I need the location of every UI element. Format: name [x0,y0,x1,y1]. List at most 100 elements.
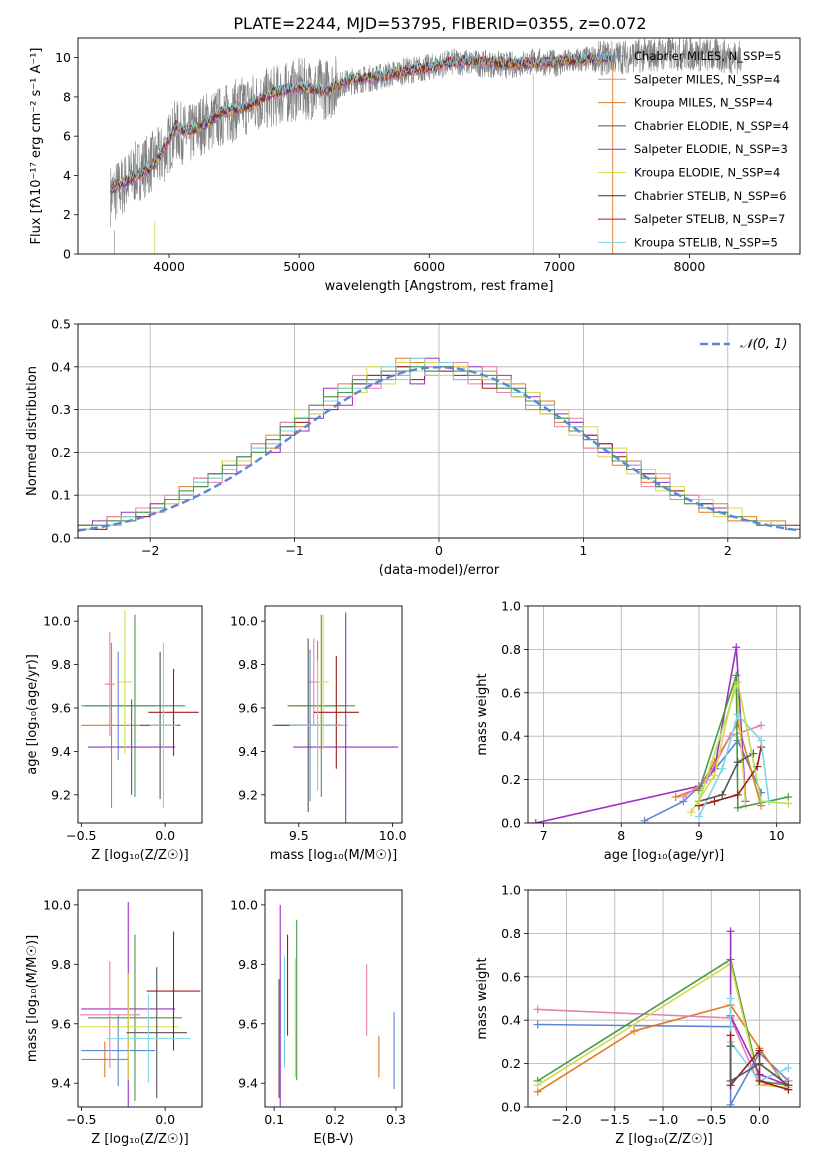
y-tick-label: 0.8 [501,926,521,941]
panel-age-vs-mass: 9.5 10.0 9.2 9.4 9.6 9.8 10.0 mass [log₁₀(M/M☉)… [230,605,407,863]
x-tick-label: 0.0 [155,828,175,843]
y-tick-label: 1.0 [501,599,521,614]
y-tick-label: 0.0 [51,531,71,546]
weight-series-line [729,931,789,1087]
weight-point-marker [757,797,766,806]
y-tick-label: 0.4 [501,729,521,744]
weight-point-marker [733,803,742,812]
weight-point-marker [749,749,758,758]
legend-label: Chabrier STELIB, N_SSP=6 [634,189,786,203]
weight-point-marker [732,671,741,680]
y-tick-label: 0 [63,247,71,262]
weight-point-marker [718,790,727,799]
y-tick-label: 0.8 [501,642,521,657]
axes-frame [527,889,801,1108]
plot-area [533,927,793,1107]
x-tick-label: 7 [540,828,548,843]
figure-title: PLATE=2244, MJD=53795, FIBERID=0355, z=0… [233,14,646,33]
x-tick-label: 0.0 [155,1112,175,1127]
x-axis-label: Z [log₁₀(Z/Z☉)] [91,848,188,863]
panel-weight-vs-Z: −2.0 −1.5 −1.0 −0.5 0.0 0.0 0.2 0.4 0.6 0.8 1.0 Z [… [475,883,801,1147]
weight-point-marker [784,1063,793,1072]
weight-point-marker [533,1081,542,1090]
weight-point-marker [726,1031,735,1040]
y-tick-label: 10 [55,50,71,65]
legend-label: Kroupa STELIB, N_SSP=5 [634,235,778,249]
weight-series-line [729,1046,789,1086]
weight-point-marker [757,736,766,745]
axes-frame [77,605,203,824]
x-axis-label: Z [log₁₀(Z/Z☉)] [615,1132,712,1147]
y-tick-label: 9.6 [238,700,258,715]
x-tick-label: 1 [579,543,587,558]
y-tick-label: 0.2 [51,445,71,460]
y-tick-label: 10.0 [43,897,71,912]
normal-curve [78,366,800,532]
plot-area [531,643,793,823]
y-axis-label: age [log₁₀(age/yr)] [25,654,40,775]
y-tick-label: 9.4 [238,744,258,759]
y-tick-label: 4 [63,168,71,183]
x-tick-label: 8000 [674,259,706,274]
y-tick-label: 9.6 [51,700,71,715]
legend-label: Kroupa MILES, N_SSP=4 [634,96,773,110]
legend-label: Chabrier MILES, N_SSP=5 [634,49,781,63]
x-tick-label: 6000 [413,259,445,274]
x-axis-label: wavelength [Angstrom, rest frame] [325,279,554,294]
panel-mass-vs-Z: −0.5 0.0 9.4 9.6 9.8 10.0 Z [log₁₀(Z/Z☉)] mass … [25,889,203,1147]
plot-area [110,38,742,254]
weight-point-marker [710,797,719,806]
x-tick-label: 5000 [283,259,315,274]
weight-series-line [537,962,789,1089]
weight-point-marker [726,1100,735,1107]
panel-spectrum: 4000 5000 6000 7000 8000 0 2 4 6 8 10 wavelength [A… [29,37,801,294]
y-tick-label: 0.6 [501,685,521,700]
weight-point-marker [732,643,741,652]
x-tick-label: 0.2 [325,1112,345,1127]
x-axis-label: (data-model)/error [379,563,500,578]
plot-area [278,904,395,1107]
y-tick-label: 9.4 [51,744,71,759]
y-tick-label: 0.6 [501,969,521,984]
spectrum-model-line [110,50,612,192]
y-axis-label: Flux [fλ10⁻¹⁷ erg cm⁻² s⁻¹ A⁻¹] [29,48,44,245]
x-tick-label: 10.0 [379,828,407,843]
x-tick-label: −2 [141,543,159,558]
x-tick-label: 0.0 [750,1112,770,1127]
weight-point-marker [755,1046,764,1055]
plot-area [272,612,399,823]
weight-series-line [698,675,789,809]
weight-point-marker [671,792,680,801]
weight-point-marker [726,1042,735,1051]
legend-label: 𝒩(0, 1) [740,337,787,352]
y-tick-label: 9.4 [51,1076,71,1091]
x-tick-label: −2.0 [551,1112,581,1127]
x-tick-label: 4000 [153,259,185,274]
y-tick-label: 0.2 [501,1056,521,1071]
legend-label: Kroupa ELODIE, N_SSP=4 [634,166,780,180]
y-tick-label: 10.0 [230,614,258,629]
x-tick-label: 0.3 [386,1112,406,1127]
weight-point-marker [726,1076,735,1085]
y-tick-label: 0.3 [51,402,71,417]
x-tick-label: −0.5 [66,828,96,843]
weight-point-marker [533,1005,542,1014]
x-tick-label: 7000 [543,259,575,274]
spectrum-data-line [110,38,742,227]
weight-point-marker [694,786,703,795]
weight-series-line [698,752,754,803]
x-axis-label: mass [log₁₀(M/M☉)] [270,848,397,863]
axes-frame [77,37,801,255]
weight-point-marker [757,721,766,730]
legend-label: Salpeter STELIB, N_SSP=7 [634,212,785,226]
x-tick-label: −1.0 [648,1112,678,1127]
weight-point-marker [531,819,540,823]
x-axis-label: E(B-V) [313,1132,353,1147]
weight-point-marker [726,927,735,936]
y-tick-label: 8 [63,89,71,104]
x-tick-label: 9 [695,828,703,843]
weight-series-line [537,958,789,1087]
weight-point-marker [640,816,649,823]
weight-point-marker [533,1020,542,1029]
x-tick-label: 10 [769,828,785,843]
